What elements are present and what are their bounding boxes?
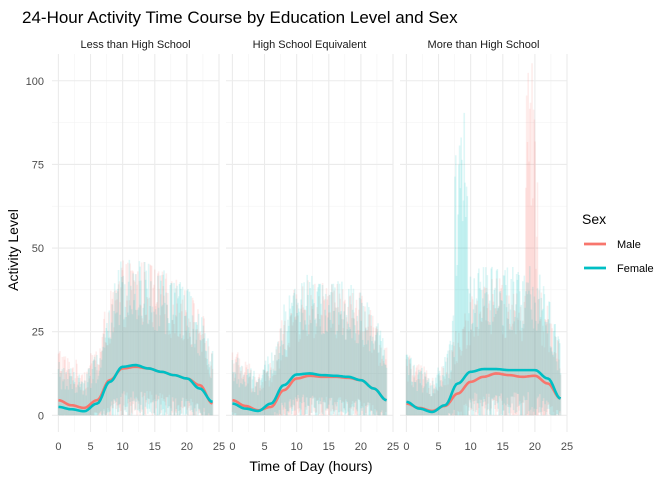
series-line-female <box>232 372 387 413</box>
x-tick-label: 10 <box>465 441 477 453</box>
x-tick-label: 5 <box>435 441 441 453</box>
raw-trace-band-female <box>57 259 214 416</box>
y-tick-label: 50 <box>32 243 44 255</box>
facet-panel: Less than High School 0 5 10 15 20 25 0 25 50 75 10… <box>26 39 225 453</box>
legend-item-male: Male <box>584 239 641 251</box>
x-tick-label: 0 <box>403 441 409 453</box>
x-tick-label: 25 <box>213 441 225 453</box>
x-tick-label: 20 <box>181 441 193 453</box>
x-tick-label: 15 <box>497 441 509 453</box>
x-tick-label: 15 <box>323 441 335 453</box>
chart-title: 24-Hour Activity Time Course by Educatio… <box>22 8 458 27</box>
raw-trace-band-female <box>405 112 562 416</box>
legend-item-female: Female <box>584 263 654 275</box>
x-tick-label: 0 <box>55 441 61 453</box>
y-tick-label: 25 <box>32 327 44 339</box>
facet-panel: More than High School 0 5 10 15 20 25 <box>400 39 573 453</box>
x-tick-label: 5 <box>87 441 93 453</box>
x-tick-label: 10 <box>291 441 303 453</box>
x-tick-label: 10 <box>117 441 129 453</box>
series-line-female <box>58 363 213 413</box>
x-axis-title: Time of Day (hours) <box>249 458 372 474</box>
facet-strip-label: Less than High School <box>80 39 190 51</box>
legend-label: Male <box>617 239 641 251</box>
facet-strip-label: High School Equivalent <box>253 39 367 51</box>
raw-trace-band-male <box>405 63 562 416</box>
x-tick-label: 5 <box>261 441 267 453</box>
x-tick-label: 20 <box>355 441 367 453</box>
facet-panel: High School Equivalent 0 5 10 15 20 25 <box>226 39 399 453</box>
facet-strip-label: More than High School <box>428 39 540 51</box>
raw-trace-band-male <box>57 260 214 416</box>
x-tick-label: 25 <box>561 441 573 453</box>
y-axis-title: Activity Level <box>5 209 21 291</box>
y-tick-label: 0 <box>38 410 44 422</box>
x-tick-label: 0 <box>229 441 235 453</box>
legend: Sex Male Female <box>582 211 654 275</box>
legend-label: Female <box>617 263 654 275</box>
y-tick-label: 75 <box>32 159 44 171</box>
x-tick-label: 15 <box>149 441 161 453</box>
legend-title: Sex <box>582 211 606 227</box>
y-tick-label: 100 <box>26 76 44 88</box>
raw-trace-band-female <box>231 274 388 416</box>
x-tick-label: 25 <box>387 441 399 453</box>
series-line-female <box>406 367 562 414</box>
x-tick-label: 20 <box>529 441 541 453</box>
